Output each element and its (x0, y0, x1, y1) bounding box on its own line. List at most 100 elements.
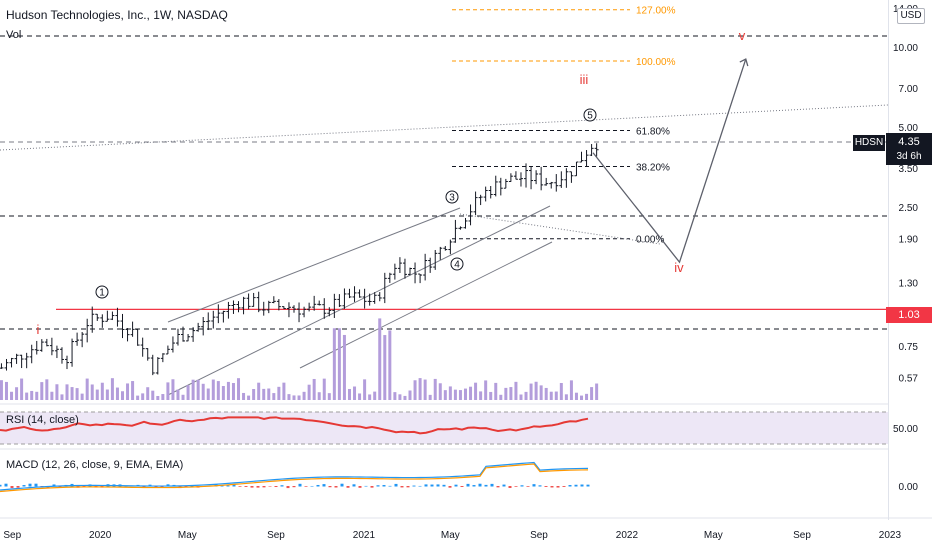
macd-histogram-bar (532, 484, 536, 487)
volume-bar (252, 388, 256, 400)
volume-bar (559, 382, 563, 400)
macd-histogram-bar (436, 484, 440, 487)
projection-path[interactable] (592, 58, 747, 264)
volume-bar (574, 392, 578, 400)
volume-bar (237, 378, 241, 400)
price-axis-tick: 0.75 (899, 342, 919, 353)
volume-bar (408, 390, 412, 400)
macd-histogram-bar (28, 483, 32, 487)
volume-bar (65, 384, 69, 400)
macd-histogram-bar (298, 483, 302, 487)
fib-level-label: 127.00% (636, 6, 676, 17)
rsi-label[interactable]: RSI (14, close) (6, 414, 79, 426)
volume-bar (30, 390, 34, 400)
price-axis-panel[interactable] (888, 0, 932, 520)
wave-roman-label: i (37, 322, 40, 337)
fib-level-label: 100.00% (636, 57, 676, 68)
volume-bar (25, 392, 29, 400)
channel-middle-line[interactable] (167, 205, 551, 396)
volume-bar (146, 387, 150, 400)
macd-histogram-bar (232, 484, 236, 487)
volume-bar (383, 335, 387, 400)
volume-bar (590, 387, 594, 400)
wave-circle-marker (95, 285, 109, 299)
trend-dotted-line (459, 213, 661, 245)
rsi-axis-tick: 50.00 (893, 424, 918, 435)
last-price-badge: 4.35 3d 6h (886, 133, 932, 165)
volume-bar (332, 328, 336, 400)
macd-histogram-bar (220, 485, 224, 487)
volume-bar (413, 380, 417, 400)
macd-histogram-bar (160, 486, 164, 488)
volume-bar (201, 383, 205, 400)
macd-histogram-bar (556, 486, 560, 488)
macd-histogram-bar (424, 484, 428, 487)
volume-bar (211, 379, 215, 400)
volume-bar (317, 392, 321, 400)
channel-lower-line[interactable] (299, 241, 553, 369)
volume-bar (585, 393, 589, 400)
wave-roman-label: v (739, 28, 746, 43)
volume-bar (544, 387, 548, 400)
volume-bar (277, 386, 281, 400)
macd-histogram-bar (418, 485, 422, 487)
macd-histogram-bar (568, 485, 572, 487)
macd-histogram-bar (52, 484, 56, 487)
volume-bar (373, 391, 377, 400)
macd-histogram-bar (274, 486, 278, 488)
volume-bar (90, 384, 94, 400)
wave-circle-label: 5 (587, 111, 593, 122)
volume-bar (50, 391, 54, 400)
volume-bar (403, 395, 407, 400)
volume-label[interactable]: Vol (6, 29, 22, 41)
macd-histogram-bar (466, 483, 470, 487)
trend-dotted-line (0, 104, 889, 151)
volume-bar (70, 387, 74, 400)
volume-bar (166, 382, 170, 400)
macd-histogram-bar (478, 483, 482, 487)
currency-badge[interactable]: USD (897, 8, 925, 24)
macd-histogram-bar (520, 485, 524, 487)
price-axis-tick: 10.00 (893, 43, 918, 54)
volume-bar (378, 318, 382, 400)
volume-bar (423, 379, 427, 400)
channel-upper-line[interactable] (167, 207, 461, 323)
macd-histogram-bar (382, 485, 386, 487)
time-axis-tick: 2023 (879, 530, 902, 541)
price-axis-tick: 0.57 (899, 374, 919, 385)
macd-histogram-bar (166, 484, 170, 487)
volume-bar (469, 386, 473, 400)
volume-bar (242, 392, 246, 400)
volume-bar (514, 381, 518, 400)
macd-histogram-bar (154, 486, 158, 488)
volume-bar (262, 388, 266, 400)
macd-histogram-bar (388, 485, 392, 487)
volume-bar (282, 382, 286, 400)
rsi-band (0, 412, 888, 444)
volume-bar (443, 390, 447, 400)
macd-histogram-bar (22, 485, 26, 487)
volume-bar (569, 380, 573, 400)
volume-bar (115, 387, 119, 400)
volume-bar (75, 388, 79, 400)
macd-histogram-bar (376, 485, 380, 487)
volume-bar (45, 379, 49, 400)
macd-histogram-bar (562, 486, 566, 487)
volume-bar (60, 394, 64, 400)
macd-histogram-bar (490, 483, 494, 487)
macd-label[interactable]: MACD (12, 26, close, 9, EMA, EMA) (6, 459, 184, 471)
volume-bar (100, 382, 104, 400)
volume-bar (479, 391, 483, 400)
volume-bar (176, 389, 180, 400)
time-axis-tick: Sep (793, 530, 811, 541)
macd-histogram-bar (322, 484, 326, 487)
macd-histogram-bar (304, 486, 308, 487)
volume-bar (247, 395, 251, 400)
volume-bar (418, 378, 422, 400)
macd-histogram-bar (16, 486, 20, 488)
volume-bar (307, 384, 311, 400)
volume-bar (221, 386, 225, 400)
macd-histogram-bar (328, 486, 332, 488)
